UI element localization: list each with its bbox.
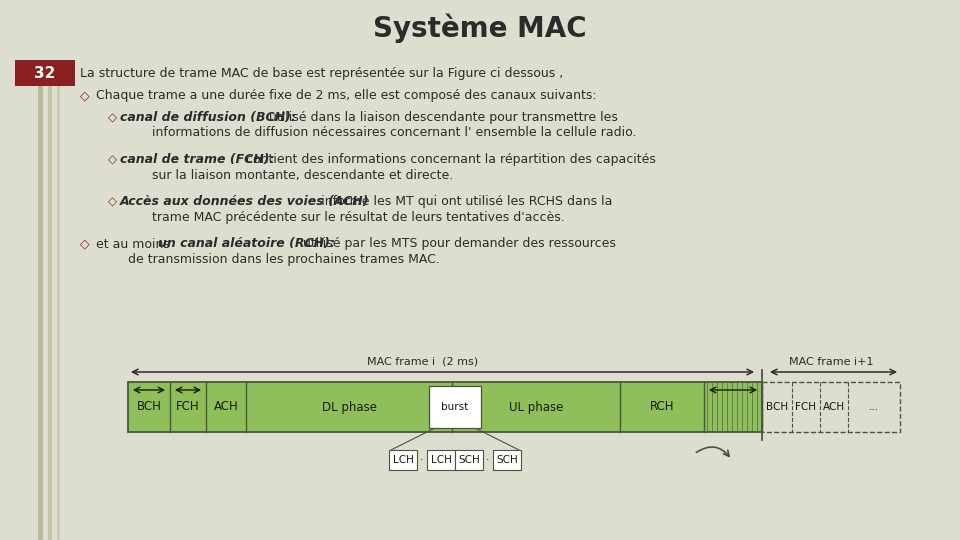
FancyBboxPatch shape <box>389 450 417 470</box>
Text: BCH: BCH <box>136 401 161 414</box>
Text: BCH: BCH <box>766 402 788 412</box>
Text: utilisé dans la liaison descendante pour transmettre les: utilisé dans la liaison descendante pour… <box>265 111 618 125</box>
Text: MAC frame i  (2 ms): MAC frame i (2 ms) <box>367 357 478 367</box>
Text: FCH: FCH <box>177 401 200 414</box>
Text: ACH: ACH <box>823 402 845 412</box>
Text: RCH: RCH <box>650 401 674 414</box>
Text: ◇: ◇ <box>108 111 117 125</box>
Text: de transmission dans les prochaines trames MAC.: de transmission dans les prochaines tram… <box>128 253 440 266</box>
FancyBboxPatch shape <box>493 450 521 470</box>
Text: Chaque trame a une durée fixe de 2 ms, elle est composé des canaux suivants:: Chaque trame a une durée fixe de 2 ms, e… <box>96 90 596 103</box>
Text: ◇: ◇ <box>108 153 117 166</box>
Text: UL phase: UL phase <box>509 401 564 414</box>
Text: sur la liaison montante, descendante et directe.: sur la liaison montante, descendante et … <box>152 168 453 181</box>
Polygon shape <box>15 60 75 86</box>
Text: ◇: ◇ <box>80 238 89 251</box>
Text: Système MAC: Système MAC <box>373 14 587 43</box>
Text: utilisé par les MTS pour demander des ressources: utilisé par les MTS pour demander des re… <box>303 238 616 251</box>
Text: Accès aux données des voies (ACH): Accès aux données des voies (ACH) <box>120 195 370 208</box>
Text: SCH: SCH <box>496 455 517 465</box>
Text: 32: 32 <box>35 65 56 80</box>
Text: trame MAC précédente sur le résultat de leurs tentatives d'accès.: trame MAC précédente sur le résultat de … <box>152 211 564 224</box>
Text: ·: · <box>487 455 490 465</box>
Text: La structure de trame MAC de base est représentée sur la Figure ci dessous ,: La structure de trame MAC de base est re… <box>80 66 564 79</box>
Text: et au moins: et au moins <box>96 238 174 251</box>
Text: contient des informations concernant la répartition des capacités: contient des informations concernant la … <box>242 153 656 166</box>
Text: ...: ... <box>869 402 879 412</box>
Text: canal de trame (FCH):: canal de trame (FCH): <box>120 153 275 166</box>
FancyBboxPatch shape <box>429 386 481 428</box>
Text: ·: · <box>420 455 423 465</box>
Text: SCH: SCH <box>458 455 480 465</box>
FancyBboxPatch shape <box>427 450 455 470</box>
Text: ACH: ACH <box>214 401 238 414</box>
FancyBboxPatch shape <box>455 450 483 470</box>
Text: :informe les MT qui ont utilisé les RCHS dans la: :informe les MT qui ont utilisé les RCHS… <box>313 195 612 208</box>
Text: MAC frame i+1: MAC frame i+1 <box>789 357 874 367</box>
Text: DL phase: DL phase <box>322 401 376 414</box>
Text: ◇: ◇ <box>80 90 89 103</box>
Text: ◇: ◇ <box>108 195 117 208</box>
Text: LCH: LCH <box>431 455 451 465</box>
Text: canal de diffusion (BCH):: canal de diffusion (BCH): <box>120 111 296 125</box>
Text: FCH: FCH <box>796 402 817 412</box>
FancyBboxPatch shape <box>128 382 762 432</box>
Text: informations de diffusion nécessaires concernant l' ensemble la cellule radio.: informations de diffusion nécessaires co… <box>152 126 636 139</box>
Text: burst: burst <box>442 402 468 412</box>
Text: LCH: LCH <box>393 455 414 465</box>
Text: un canal aléatoire (RCH):: un canal aléatoire (RCH): <box>158 238 335 251</box>
